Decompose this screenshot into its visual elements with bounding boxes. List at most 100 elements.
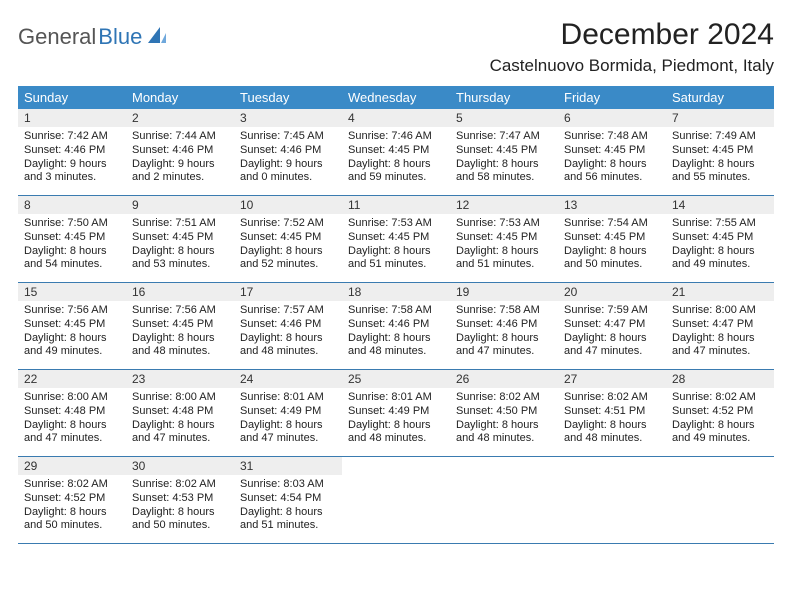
daylight-line: Daylight: 8 hours and 53 minutes. [132,245,228,273]
day-body: Sunrise: 8:02 AMSunset: 4:52 PMDaylight:… [666,388,774,450]
daylight-line: Daylight: 8 hours and 59 minutes. [348,158,444,186]
sunrise-line: Sunrise: 8:02 AM [24,478,120,492]
daylight-line: Daylight: 8 hours and 47 minutes. [240,419,336,447]
sunset-line: Sunset: 4:45 PM [132,231,228,245]
sunset-line: Sunset: 4:45 PM [348,144,444,158]
daylight-line: Daylight: 8 hours and 47 minutes. [672,332,768,360]
day-body: Sunrise: 7:57 AMSunset: 4:46 PMDaylight:… [234,301,342,363]
daylight-line: Daylight: 8 hours and 48 minutes. [348,332,444,360]
day-number: 14 [666,196,774,214]
daylight-line: Daylight: 9 hours and 2 minutes. [132,158,228,186]
sunset-line: Sunset: 4:46 PM [24,144,120,158]
sunrise-line: Sunrise: 8:00 AM [132,391,228,405]
sunrise-line: Sunrise: 7:45 AM [240,130,336,144]
sunset-line: Sunset: 4:45 PM [240,231,336,245]
sunset-line: Sunset: 4:49 PM [348,405,444,419]
sunset-line: Sunset: 4:52 PM [24,492,120,506]
calendar-cell: 19Sunrise: 7:58 AMSunset: 4:46 PMDayligh… [450,283,558,369]
sunrise-line: Sunrise: 8:02 AM [564,391,660,405]
dayhead-thursday: Thursday [450,86,558,109]
dayhead-friday: Friday [558,86,666,109]
dayhead-saturday: Saturday [666,86,774,109]
day-body: Sunrise: 7:45 AMSunset: 4:46 PMDaylight:… [234,127,342,189]
day-number: 18 [342,283,450,301]
daylight-line: Daylight: 8 hours and 56 minutes. [564,158,660,186]
sunset-line: Sunset: 4:45 PM [672,144,768,158]
calendar-cell [342,457,450,543]
week-row: 22Sunrise: 8:00 AMSunset: 4:48 PMDayligh… [18,370,774,457]
daylight-line: Daylight: 8 hours and 48 minutes. [564,419,660,447]
calendar-cell: 16Sunrise: 7:56 AMSunset: 4:45 PMDayligh… [126,283,234,369]
day-number: 30 [126,457,234,475]
calendar-cell: 13Sunrise: 7:54 AMSunset: 4:45 PMDayligh… [558,196,666,282]
sunrise-line: Sunrise: 7:51 AM [132,217,228,231]
calendar-cell: 12Sunrise: 7:53 AMSunset: 4:45 PMDayligh… [450,196,558,282]
daylight-line: Daylight: 8 hours and 47 minutes. [456,332,552,360]
day-body: Sunrise: 7:55 AMSunset: 4:45 PMDaylight:… [666,214,774,276]
calendar-cell: 29Sunrise: 8:02 AMSunset: 4:52 PMDayligh… [18,457,126,543]
sunset-line: Sunset: 4:46 PM [132,144,228,158]
daylight-line: Daylight: 8 hours and 55 minutes. [672,158,768,186]
day-body: Sunrise: 7:59 AMSunset: 4:47 PMDaylight:… [558,301,666,363]
calendar-cell: 25Sunrise: 8:01 AMSunset: 4:49 PMDayligh… [342,370,450,456]
day-body: Sunrise: 8:00 AMSunset: 4:48 PMDaylight:… [126,388,234,450]
day-number: 11 [342,196,450,214]
sunrise-line: Sunrise: 8:01 AM [348,391,444,405]
sunrise-line: Sunrise: 7:58 AM [348,304,444,318]
daylight-line: Daylight: 8 hours and 48 minutes. [348,419,444,447]
daylight-line: Daylight: 8 hours and 49 minutes. [672,419,768,447]
calendar-cell: 8Sunrise: 7:50 AMSunset: 4:45 PMDaylight… [18,196,126,282]
day-number: 26 [450,370,558,388]
daylight-line: Daylight: 8 hours and 52 minutes. [240,245,336,273]
calendar-cell: 15Sunrise: 7:56 AMSunset: 4:45 PMDayligh… [18,283,126,369]
day-number: 8 [18,196,126,214]
day-number: 10 [234,196,342,214]
sunset-line: Sunset: 4:45 PM [24,318,120,332]
day-body: Sunrise: 7:58 AMSunset: 4:46 PMDaylight:… [450,301,558,363]
calendar-cell [450,457,558,543]
day-number: 15 [18,283,126,301]
day-number: 27 [558,370,666,388]
week-row: 8Sunrise: 7:50 AMSunset: 4:45 PMDaylight… [18,196,774,283]
day-number: 13 [558,196,666,214]
day-body: Sunrise: 7:54 AMSunset: 4:45 PMDaylight:… [558,214,666,276]
title-block: December 2024 Castelnuovo Bormida, Piedm… [490,18,774,76]
sunrise-line: Sunrise: 7:50 AM [24,217,120,231]
day-number: 31 [234,457,342,475]
day-number: 17 [234,283,342,301]
sunrise-line: Sunrise: 7:58 AM [456,304,552,318]
calendar-cell: 6Sunrise: 7:48 AMSunset: 4:45 PMDaylight… [558,109,666,195]
sunrise-line: Sunrise: 7:44 AM [132,130,228,144]
day-number: 19 [450,283,558,301]
sunset-line: Sunset: 4:46 PM [456,318,552,332]
day-body: Sunrise: 8:02 AMSunset: 4:52 PMDaylight:… [18,475,126,537]
daylight-line: Daylight: 8 hours and 50 minutes. [564,245,660,273]
calendar-cell: 28Sunrise: 8:02 AMSunset: 4:52 PMDayligh… [666,370,774,456]
week-row: 15Sunrise: 7:56 AMSunset: 4:45 PMDayligh… [18,283,774,370]
calendar-cell: 21Sunrise: 8:00 AMSunset: 4:47 PMDayligh… [666,283,774,369]
sunset-line: Sunset: 4:47 PM [564,318,660,332]
sunrise-line: Sunrise: 7:52 AM [240,217,336,231]
sunset-line: Sunset: 4:45 PM [456,231,552,245]
day-number: 3 [234,109,342,127]
day-body: Sunrise: 7:48 AMSunset: 4:45 PMDaylight:… [558,127,666,189]
day-body: Sunrise: 8:02 AMSunset: 4:50 PMDaylight:… [450,388,558,450]
day-number: 1 [18,109,126,127]
sunrise-line: Sunrise: 8:02 AM [456,391,552,405]
sunset-line: Sunset: 4:45 PM [132,318,228,332]
day-body: Sunrise: 7:56 AMSunset: 4:45 PMDaylight:… [18,301,126,363]
daylight-line: Daylight: 8 hours and 51 minutes. [348,245,444,273]
calendar-cell: 1Sunrise: 7:42 AMSunset: 4:46 PMDaylight… [18,109,126,195]
daylight-line: Daylight: 9 hours and 3 minutes. [24,158,120,186]
sunset-line: Sunset: 4:48 PM [24,405,120,419]
calendar-cell: 14Sunrise: 7:55 AMSunset: 4:45 PMDayligh… [666,196,774,282]
sunrise-line: Sunrise: 7:47 AM [456,130,552,144]
sunset-line: Sunset: 4:49 PM [240,405,336,419]
calendar-cell: 20Sunrise: 7:59 AMSunset: 4:47 PMDayligh… [558,283,666,369]
calendar-cell: 9Sunrise: 7:51 AMSunset: 4:45 PMDaylight… [126,196,234,282]
day-body: Sunrise: 7:52 AMSunset: 4:45 PMDaylight:… [234,214,342,276]
calendar-cell: 2Sunrise: 7:44 AMSunset: 4:46 PMDaylight… [126,109,234,195]
sunset-line: Sunset: 4:45 PM [564,231,660,245]
daylight-line: Daylight: 9 hours and 0 minutes. [240,158,336,186]
daylight-line: Daylight: 8 hours and 47 minutes. [564,332,660,360]
